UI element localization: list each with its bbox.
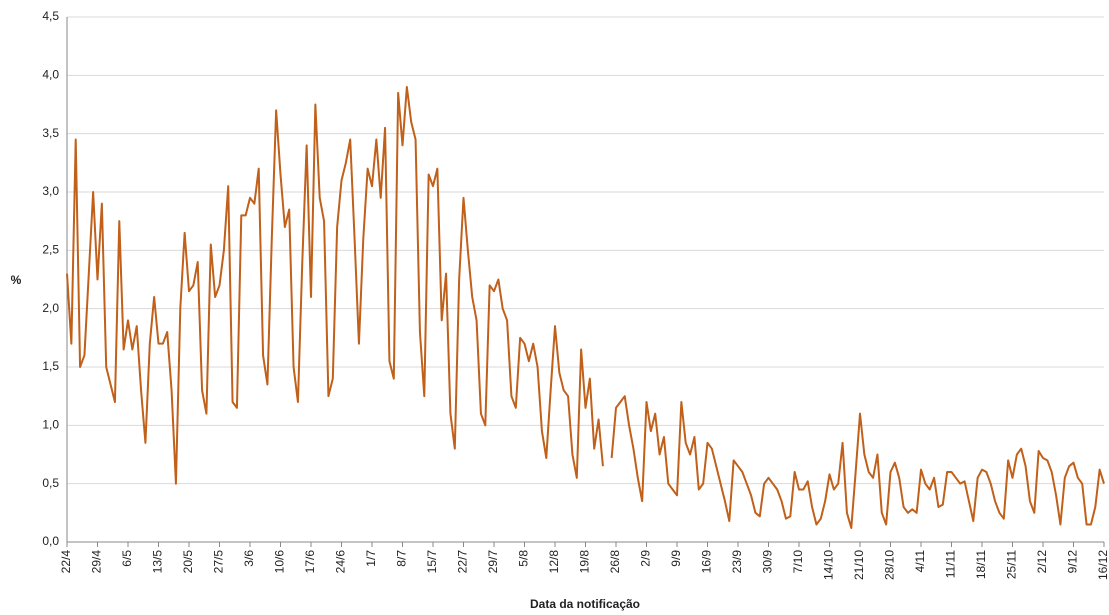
x-tick-label: 5/8: [517, 550, 531, 567]
x-tick-label: 16/12: [1096, 550, 1109, 580]
x-tick-label: 9/12: [1066, 550, 1080, 574]
x-tick-label: 21/10: [852, 550, 866, 580]
x-tick-label: 11/11: [944, 550, 958, 579]
y-tick-label: 3,0: [42, 184, 59, 198]
x-tick-label: 30/9: [761, 550, 775, 574]
x-tick-label: 19/8: [578, 550, 592, 574]
x-tick-label: 2/9: [639, 550, 653, 567]
x-tick-label: 6/5: [120, 550, 134, 567]
x-tick-label: 3/6: [242, 550, 256, 567]
x-tick-label: 14/10: [822, 550, 836, 580]
data-line: [66, 86, 1105, 529]
x-tick-label: 18/11: [974, 550, 988, 579]
x-tick-label: 24/6: [334, 550, 348, 574]
x-tick-label: 23/9: [730, 550, 744, 574]
x-tick-label: 15/7: [425, 550, 439, 574]
x-tick-label: 10/6: [273, 550, 287, 574]
x-tick-label: 28/10: [883, 550, 897, 580]
x-tick-label: 8/7: [395, 550, 409, 567]
y-tick-label: 3,5: [42, 126, 59, 140]
x-tick-label: 17/6: [303, 550, 317, 574]
x-tick-label: 4/11: [913, 550, 927, 573]
x-tick-label: 13/5: [151, 550, 165, 574]
y-tick-label: 2,0: [42, 301, 59, 315]
x-tick-label: 27/5: [212, 550, 226, 574]
x-tick-label: 9/9: [669, 550, 683, 567]
y-tick-label: 0,5: [42, 476, 59, 490]
x-tick-label: 22/4: [59, 550, 73, 574]
x-tick-label: 16/9: [700, 550, 714, 574]
x-axis-label: Data da notificação: [530, 597, 640, 611]
x-tick-label: 29/7: [486, 550, 500, 574]
x-tick-label: 26/8: [608, 550, 622, 574]
x-tick-label: 25/11: [1005, 550, 1019, 579]
x-tick-label: 12/8: [547, 550, 561, 574]
x-tick-label: 2/12: [1035, 550, 1049, 574]
y-tick-label: 0,0: [42, 534, 59, 548]
x-tick-label: 20/5: [181, 550, 195, 574]
y-tick-label: 1,5: [42, 359, 59, 373]
y-tick-label: 4,5: [42, 9, 59, 23]
x-tick-label: 29/4: [90, 550, 104, 574]
x-tick-label: 7/10: [791, 550, 805, 574]
y-tick-label: 2,5: [42, 243, 59, 257]
x-tick-label: 1/7: [364, 550, 378, 567]
y-tick-label: 4,0: [42, 68, 59, 82]
x-tick-label: 22/7: [456, 550, 470, 574]
y-axis-label: %: [11, 273, 22, 287]
y-tick-label: 1,0: [42, 418, 59, 432]
